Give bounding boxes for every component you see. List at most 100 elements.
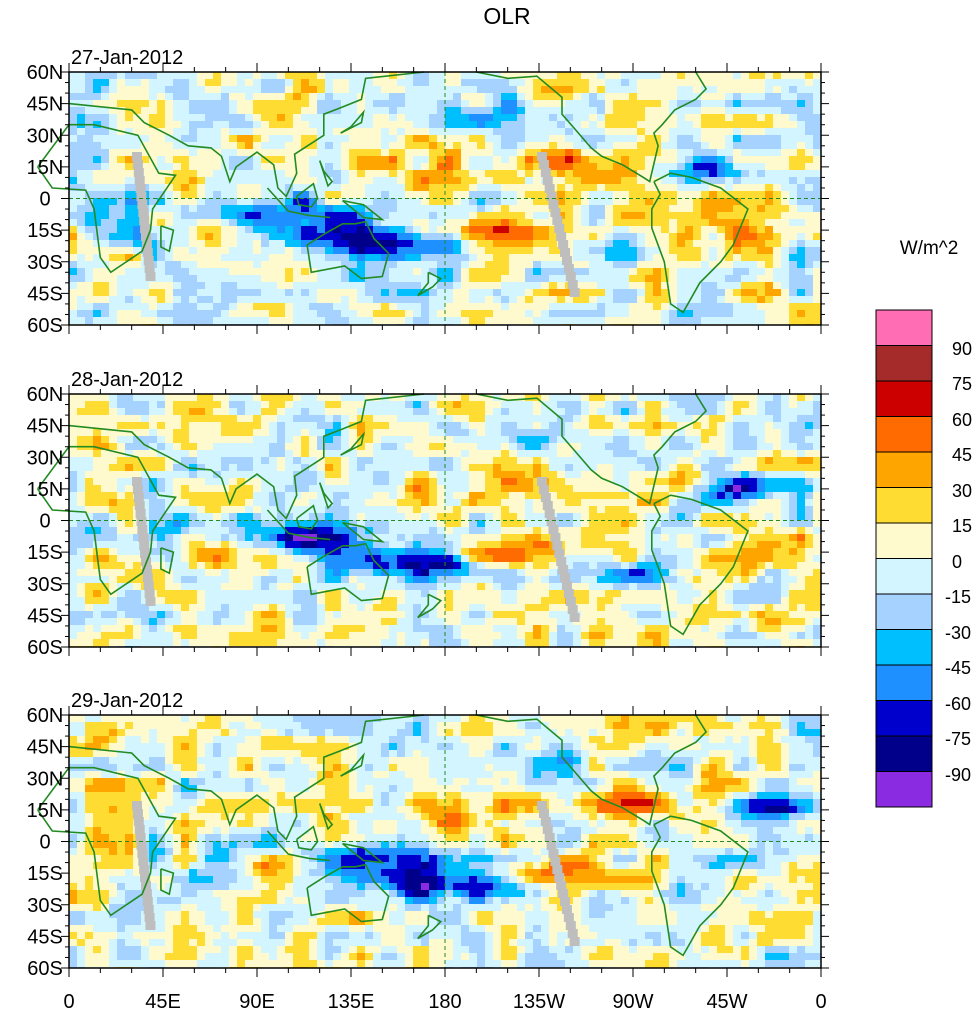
olr-cell — [381, 240, 390, 248]
olr-cell — [501, 401, 510, 409]
olr-cell — [629, 261, 638, 269]
olr-cell — [725, 275, 734, 283]
olr-cell — [285, 149, 294, 157]
olr-cell — [701, 93, 710, 101]
olr-cell — [389, 289, 398, 297]
olr-cell — [717, 275, 726, 283]
olr-cell — [77, 86, 86, 94]
olr-cell — [197, 233, 206, 241]
olr-cell — [333, 268, 342, 276]
olr-cell — [341, 429, 350, 437]
olr-cell — [445, 149, 454, 157]
olr-cell — [757, 401, 766, 409]
olr-cell — [373, 100, 382, 108]
olr-cell — [749, 93, 758, 101]
olr-cell — [581, 296, 590, 304]
olr-cell — [381, 429, 390, 437]
olr-cell — [293, 156, 302, 164]
olr-cell — [261, 492, 270, 500]
olr-cell — [525, 436, 534, 444]
olr-cell — [85, 142, 94, 150]
olr-cell — [701, 429, 710, 437]
olr-cell — [205, 492, 214, 500]
olr-cell — [533, 107, 542, 115]
olr-cell — [813, 233, 822, 241]
olr-cell — [565, 191, 574, 199]
olr-cell — [709, 191, 718, 199]
olr-cell — [533, 261, 542, 269]
olr-cell — [357, 492, 366, 500]
olr-cell — [325, 184, 334, 192]
olr-cell — [85, 485, 94, 493]
olr-cell — [341, 142, 350, 150]
olr-cell — [485, 219, 494, 227]
olr-cell — [653, 450, 662, 458]
olr-cell — [581, 401, 590, 409]
olr-cell — [437, 408, 446, 416]
olr-cell — [757, 184, 766, 192]
olr-cell — [765, 408, 774, 416]
olr-cell — [149, 471, 158, 479]
olr-cell — [693, 114, 702, 122]
olr-cell — [125, 86, 134, 94]
olr-cell — [637, 254, 646, 262]
olr-cell — [653, 464, 662, 472]
olr-cell — [181, 156, 190, 164]
olr-cell — [373, 422, 382, 430]
olr-cell — [725, 317, 734, 325]
olr-cell — [717, 86, 726, 94]
olr-cell — [797, 219, 806, 227]
olr-cell — [389, 478, 398, 486]
olr-cell — [797, 100, 806, 108]
olr-cell — [493, 177, 502, 185]
olr-cell — [789, 226, 798, 234]
olr-cell — [613, 282, 622, 290]
olr-cell — [741, 93, 750, 101]
olr-cell — [301, 107, 310, 115]
olr-cell — [429, 128, 438, 136]
olr-cell — [381, 107, 390, 115]
olr-cell — [517, 233, 526, 241]
olr-cell — [765, 464, 774, 472]
olr-cell — [405, 450, 414, 458]
olr-cell — [261, 422, 270, 430]
olr-cell — [309, 198, 318, 206]
olr-cell — [629, 226, 638, 234]
olr-cell — [213, 233, 222, 241]
olr-cell — [461, 415, 470, 423]
olr-cell — [637, 212, 646, 220]
olr-cell — [413, 247, 422, 255]
olr-cell — [325, 492, 334, 500]
olr-cell — [461, 212, 470, 220]
olr-cell — [149, 149, 158, 157]
olr-cell — [557, 107, 566, 115]
olr-cell — [805, 436, 814, 444]
olr-cell — [573, 254, 582, 262]
olr-cell — [797, 184, 806, 192]
olr-cell — [573, 135, 582, 143]
olr-cell — [269, 163, 278, 171]
olr-cell — [277, 205, 286, 213]
olr-cell — [101, 478, 110, 486]
olr-cell — [85, 471, 94, 479]
olr-cell — [221, 317, 230, 325]
olr-cell — [517, 247, 526, 255]
olr-cell — [285, 163, 294, 171]
olr-cell — [645, 394, 654, 402]
olr-cell — [485, 436, 494, 444]
olr-cell — [629, 275, 638, 283]
olr-cell — [189, 212, 198, 220]
olr-cell — [413, 184, 422, 192]
olr-cell — [645, 79, 654, 87]
olr-cell — [149, 429, 158, 437]
olr-cell — [229, 268, 238, 276]
olr-cell — [429, 457, 438, 465]
olr-cell — [293, 261, 302, 269]
olr-cell — [597, 303, 606, 311]
olr-cell — [477, 282, 486, 290]
olr-cell — [245, 170, 254, 178]
olr-cell — [597, 310, 606, 318]
olr-cell — [725, 282, 734, 290]
olr-cell — [725, 219, 734, 227]
olr-cell — [373, 457, 382, 465]
